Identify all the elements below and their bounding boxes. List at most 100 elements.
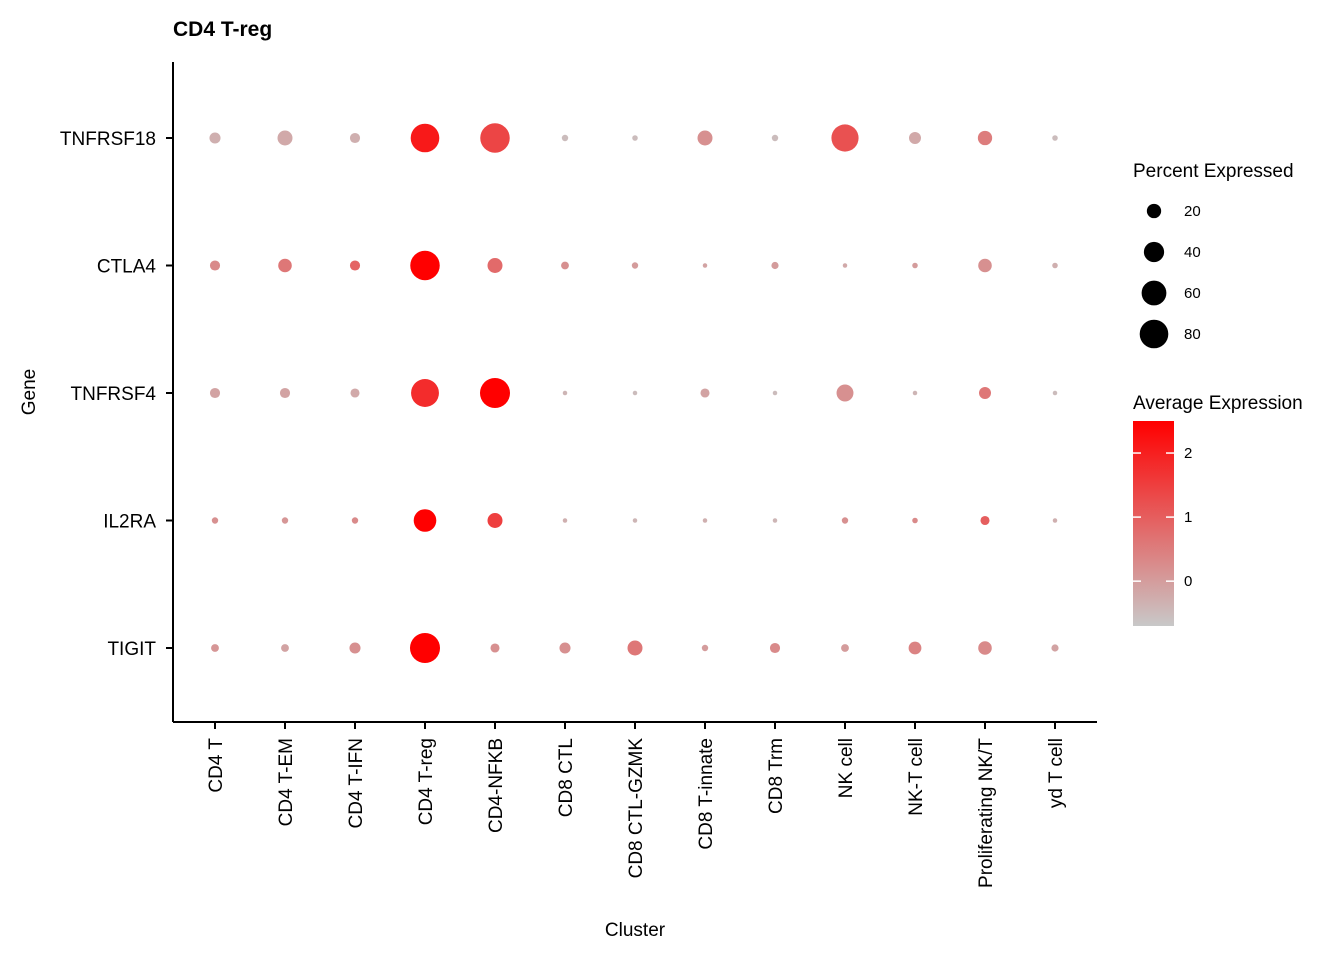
size-legend-dot — [1139, 319, 1169, 349]
x-tick-label: NK cell — [836, 738, 857, 798]
dot-tigit-10 — [908, 641, 922, 655]
color-legend-label: 0 — [1184, 573, 1192, 590]
dot-tnfrsf18-12 — [1052, 135, 1058, 141]
dot-ctla4-4 — [487, 258, 503, 273]
dot-tigit-7 — [701, 644, 709, 652]
dot-tnfrsf18-5 — [561, 134, 569, 142]
dot-il2ra-9 — [841, 517, 849, 524]
dot-tigit-3 — [409, 632, 441, 664]
color-legend-title: Average Expression — [1133, 393, 1303, 414]
dot-tnfrsf18-6 — [632, 135, 638, 141]
color-legend: Average Expression 0 1 2 — [1133, 393, 1303, 626]
dot-ctla4-2 — [349, 260, 361, 271]
dot-tigit-12 — [1051, 644, 1059, 652]
size-legend-title: Percent Expressed — [1133, 161, 1294, 182]
dot-il2ra-7 — [702, 518, 708, 523]
dot-il2ra-5 — [562, 518, 568, 523]
dot-tnfrsf4-6 — [632, 390, 638, 396]
dot-tnfrsf4-4 — [479, 377, 511, 409]
dot-il2ra-4 — [487, 513, 503, 528]
dot-tnfrsf4-12 — [1052, 390, 1058, 396]
dot-ctla4-7 — [702, 263, 708, 268]
y-tick-label: TNFRSF18 — [60, 129, 156, 150]
x-tick-label: CD4-NFKB — [486, 738, 507, 833]
size-legend-label: 20 — [1184, 203, 1201, 220]
dot-ctla4-5 — [561, 261, 569, 270]
dot-tnfrsf4-5 — [562, 390, 568, 396]
x-tick-label: CD8 Trm — [766, 738, 787, 814]
dot-tigit-1 — [281, 644, 289, 652]
dot-ctla4-0 — [209, 260, 221, 271]
dot-tnfrsf4-3 — [411, 379, 439, 407]
size-legend: Percent Expressed 20 40 60 80 — [1133, 161, 1294, 349]
x-tick-label: yd T cell — [1046, 738, 1067, 808]
dot-tigit-6 — [627, 640, 643, 656]
dot-tigit-0 — [211, 644, 219, 652]
dot-tnfrsf18-11 — [977, 130, 993, 146]
dot-tigit-8 — [769, 642, 781, 654]
dot-il2ra-12 — [1052, 518, 1058, 523]
size-legend-label: 80 — [1184, 326, 1201, 343]
x-tick-label: CD4 T-reg — [416, 738, 437, 825]
dot-il2ra-1 — [281, 517, 289, 524]
dot-tnfrsf18-9 — [831, 124, 859, 152]
dot-tnfrsf4-0 — [209, 387, 221, 399]
dot-tnfrsf18-1 — [277, 130, 293, 146]
dot-ctla4-9 — [842, 263, 848, 268]
x-tick-label: NK-T cell — [906, 738, 927, 816]
x-tick-label: CD8 CTL-GZMK — [626, 738, 647, 879]
dot-tnfrsf4-7 — [700, 388, 710, 398]
dot-il2ra-6 — [632, 518, 638, 523]
y-tick-label: CTLA4 — [97, 257, 157, 278]
x-tick-label: CD8 CTL — [556, 738, 577, 817]
dot-il2ra-0 — [211, 517, 219, 524]
color-legend-label: 2 — [1184, 445, 1192, 462]
dot-tnfrsf4-8 — [772, 390, 778, 396]
dot-ctla4-10 — [912, 262, 918, 269]
dot-tigit-5 — [559, 642, 571, 654]
dot-tigit-2 — [349, 642, 361, 654]
size-legend-dot — [1141, 280, 1167, 306]
chart-title: CD4 T-reg — [173, 18, 272, 41]
y-tick-label: IL2RA — [103, 512, 156, 533]
dot-tnfrsf18-3 — [410, 123, 440, 153]
dot-tnfrsf18-0 — [209, 132, 221, 144]
dot-tigit-4 — [490, 643, 500, 653]
size-legend-label: 40 — [1184, 244, 1201, 261]
dot-tnfrsf18-4 — [480, 123, 510, 153]
dot-il2ra-3 — [413, 509, 437, 532]
size-legend-dot — [1146, 203, 1162, 219]
dot-tnfrsf18-2 — [349, 132, 361, 144]
dot-il2ra-11 — [980, 515, 990, 526]
dot-tnfrsf18-10 — [909, 132, 921, 144]
size-legend-dot — [1143, 241, 1165, 263]
dot-tigit-11 — [978, 641, 992, 655]
dot-tnfrsf18-7 — [697, 130, 713, 146]
x-tick-label: CD8 T-innate — [696, 738, 717, 850]
dot-ctla4-6 — [631, 262, 639, 269]
dot-tnfrsf4-9 — [836, 384, 854, 402]
dot-ctla4-1 — [278, 258, 292, 273]
dot-ctla4-12 — [1052, 262, 1058, 269]
x-tick-label: CD4 T — [206, 738, 227, 793]
dot-ctla4-11 — [978, 258, 992, 273]
color-legend-label: 1 — [1184, 509, 1192, 526]
dot-il2ra-10 — [912, 517, 918, 524]
dot-tnfrsf18-8 — [771, 134, 779, 142]
x-tick-label: CD4 T-EM — [276, 738, 297, 826]
dot-ctla4-8 — [771, 261, 779, 270]
dot-tigit-9 — [841, 644, 849, 652]
dot-ctla4-3 — [410, 250, 440, 281]
size-legend-label: 60 — [1184, 285, 1201, 302]
x-axis-title: Cluster — [605, 920, 666, 941]
dot-tnfrsf4-10 — [912, 390, 918, 396]
y-tick-label: TIGIT — [107, 639, 156, 660]
dot-tnfrsf4-1 — [279, 387, 291, 399]
color-legend-bar — [1133, 421, 1174, 626]
y-tick-label: TNFRSF4 — [71, 384, 157, 405]
plot-panel: TNFRSF18 CTLA4 TNFRSF4 IL2RA TIGIT CD4 T CD4 T… — [60, 62, 1097, 888]
dot-tnfrsf4-2 — [350, 388, 360, 398]
y-axis-title: Gene — [19, 369, 40, 415]
